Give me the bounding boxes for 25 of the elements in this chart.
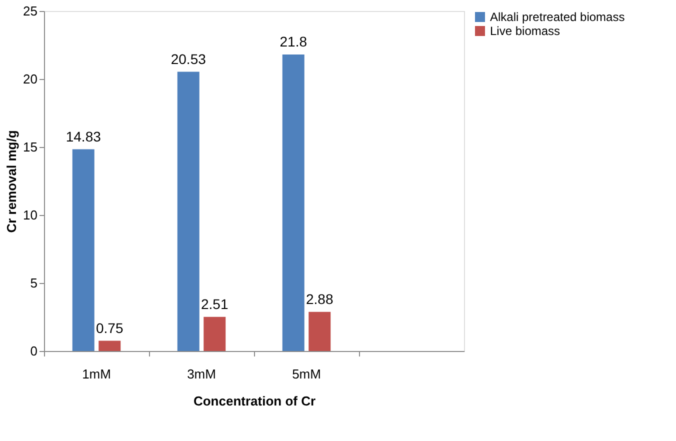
- y-tick-label: 25: [23, 4, 38, 18]
- x-tick-label: 5mM: [292, 366, 321, 382]
- data-label: 20.53: [170, 50, 206, 67]
- data-label: 0.75: [96, 320, 124, 336]
- bar: [282, 54, 304, 351]
- bar: [98, 340, 121, 351]
- bar: [204, 316, 226, 351]
- bar: [177, 72, 200, 351]
- legend-label: Alkali pretreated biomass: [490, 10, 625, 24]
- x-tick-label: 1mM: [82, 366, 111, 382]
- data-label: 2.51: [201, 296, 228, 312]
- y-tick-label: 5: [30, 276, 38, 290]
- y-tick-label: 15: [23, 140, 38, 154]
- y-axis-title: Cr removal mg/g: [4, 130, 20, 233]
- x-tick-label: 3mM: [187, 366, 216, 382]
- y-tick-label: 10: [23, 208, 38, 222]
- data-label: 2.88: [306, 290, 334, 307]
- y-tick-label: 20: [23, 72, 38, 86]
- bar: [308, 312, 331, 351]
- y-tick-label: 0: [30, 344, 38, 358]
- data-label: 21.8: [280, 34, 308, 50]
- data-label: 14.83: [66, 128, 102, 144]
- x-axis-title: Concentration of Cr: [193, 394, 316, 408]
- legend-label: Live biomass: [490, 24, 560, 38]
- bar: [72, 149, 94, 351]
